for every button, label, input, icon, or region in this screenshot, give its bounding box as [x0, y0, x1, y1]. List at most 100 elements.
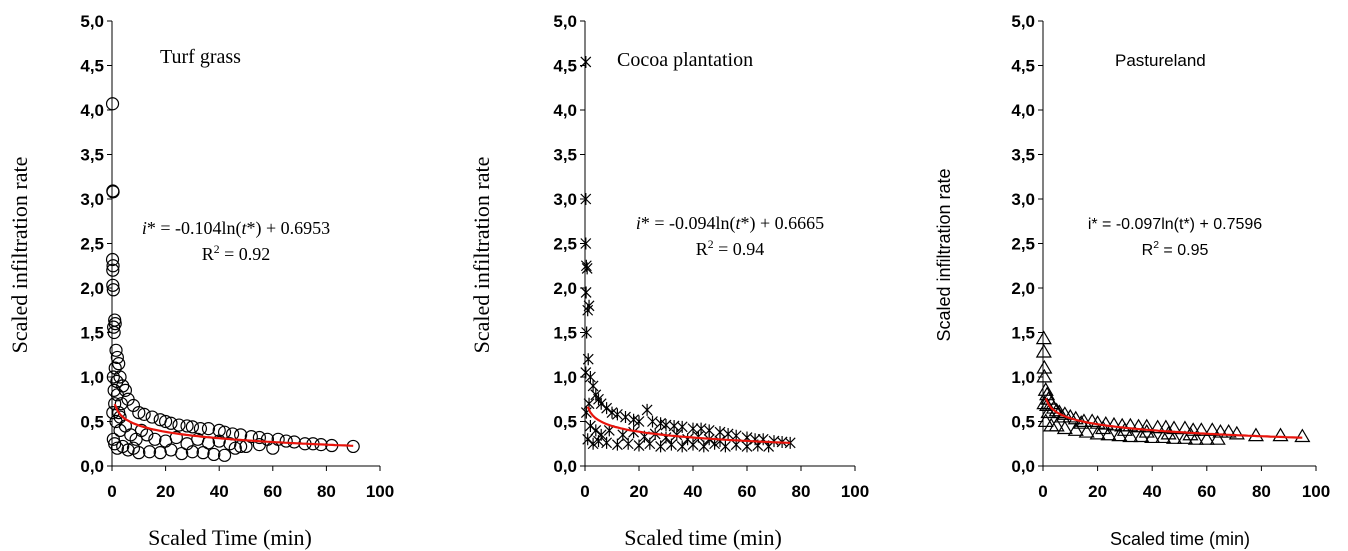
x-axis-title: Scaled time (min) [624, 525, 782, 550]
data-point [587, 437, 599, 450]
data-point [1089, 415, 1106, 429]
trend-equation: i* = -0.104ln(t*) + 0.6953 [142, 218, 330, 239]
r-squared-label: R [1142, 242, 1154, 259]
data-point [1130, 418, 1147, 433]
y-tick-label: 2,0 [1011, 279, 1035, 298]
equation-part: *) + 0.6665 [741, 213, 825, 234]
r-squared: R2 = 0.94 [696, 238, 765, 259]
y-tick-label: 3,0 [553, 190, 577, 209]
trend-equation: i* = -0.094ln(t*) + 0.6665 [636, 213, 824, 234]
y-tick-label: 3,0 [1011, 190, 1035, 209]
y-tick-label: 0,0 [553, 457, 577, 476]
data-point [695, 422, 707, 435]
data-point [106, 283, 120, 297]
data-point [1035, 330, 1052, 345]
data-point [665, 438, 677, 451]
data-point [1160, 425, 1177, 440]
data-point [682, 433, 694, 446]
data-point [584, 419, 596, 432]
data-point [582, 353, 594, 366]
data-point [1198, 431, 1215, 445]
y-tick-label: 0,5 [80, 413, 104, 432]
data-point [109, 343, 123, 357]
data-point [620, 411, 631, 424]
data-point [1037, 413, 1054, 427]
equation-var: i [636, 213, 641, 233]
data-point [1048, 417, 1065, 432]
equation-var: t [735, 213, 741, 233]
data-point [1089, 425, 1106, 440]
x-tick-label: 0 [107, 482, 116, 501]
x-tick-label: 100 [841, 482, 869, 501]
r-squared-exponent: 2 [708, 238, 714, 251]
data-point [676, 440, 688, 453]
data-point [687, 422, 699, 435]
trend-line [586, 406, 791, 444]
x-tick-label: 60 [263, 482, 282, 501]
data-point [239, 439, 253, 454]
x-tick-label: 100 [366, 482, 394, 501]
equation-var: t [241, 218, 247, 238]
equation-part: *) + 0.7596 [1183, 216, 1262, 233]
r-squared-exponent: 2 [1153, 240, 1159, 251]
y-tick-label: 4,5 [1011, 57, 1035, 76]
data-point [595, 397, 607, 410]
data-point [142, 445, 157, 459]
data-point [580, 286, 592, 299]
data-point [107, 325, 121, 340]
chart-panel-3: 0,0 0,5 1,0 1,5 2,0 2,5 3,0 3,5 4,0 4,5 5,0 0 20 40 60… [934, 12, 1330, 549]
data-point [1095, 420, 1112, 435]
x-axis-title: Scaled Time (min) [148, 525, 312, 550]
x-tick-label: 0 [1038, 482, 1047, 501]
y-axis-title: Scaled infiltration rate [469, 157, 494, 354]
equation-part: * = -0.097ln( [1091, 216, 1179, 233]
data-points [105, 97, 360, 462]
y-tick-label: 0,0 [1011, 457, 1035, 476]
data-point [1078, 423, 1095, 438]
data-point [622, 437, 634, 450]
data-point [109, 414, 123, 429]
data-point [112, 357, 126, 371]
x-tick-label: 40 [684, 482, 703, 501]
equation-var: i [1088, 216, 1092, 233]
data-point [114, 397, 128, 411]
r-squared-value: = 0.94 [714, 239, 765, 259]
data-point [1105, 416, 1123, 431]
y-tick-label: 1,5 [80, 324, 104, 343]
data-point [1144, 429, 1161, 444]
data-point [692, 430, 704, 443]
data-point [110, 441, 124, 455]
data-point [201, 422, 216, 436]
data-point [1220, 423, 1237, 438]
data-point [1209, 431, 1226, 445]
data-point [1133, 428, 1150, 443]
y-tick-label: 2,0 [553, 279, 577, 298]
data-point [1193, 422, 1210, 436]
x-tick-label: 60 [738, 482, 757, 501]
r-squared-label: R [696, 239, 708, 259]
data-point [741, 440, 753, 453]
y-tick-label: 5,0 [1011, 12, 1035, 31]
data-point [676, 420, 688, 433]
data-point [1187, 431, 1204, 445]
data-point [581, 326, 593, 339]
data-point [164, 416, 178, 430]
y-tick-label: 3,5 [80, 146, 104, 165]
data-point [601, 402, 613, 415]
y-tick-label: 3,5 [553, 146, 577, 165]
y-tick-label: 2,5 [1011, 235, 1035, 254]
data-point [660, 431, 672, 444]
data-point [132, 446, 146, 460]
data-point [105, 97, 120, 111]
data-point [628, 426, 640, 439]
r-squared-value: = 0.95 [1159, 242, 1208, 259]
data-point [590, 424, 602, 437]
data-points [1035, 330, 1311, 445]
x-tick-label: 60 [1197, 482, 1216, 501]
data-point [252, 438, 266, 452]
chart-panel-2: 0,0 0,5 1,0 1,5 2,0 2,5 3,0 3,5 4,0 4,5 5,0 0 20 40 60… [469, 12, 869, 550]
data-point [106, 185, 120, 199]
data-point [1035, 343, 1052, 358]
data-point [110, 374, 124, 389]
x-tick-label: 20 [156, 482, 175, 501]
